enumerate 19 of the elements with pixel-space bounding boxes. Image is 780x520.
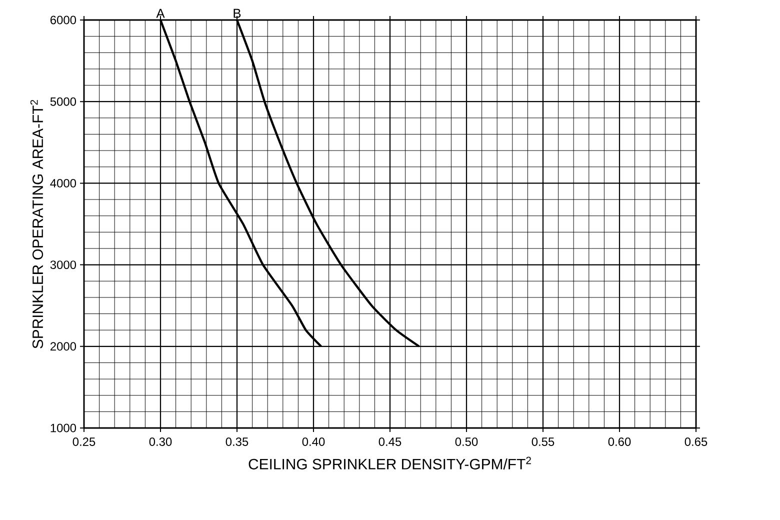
y-tick-label: 4000 — [50, 178, 76, 188]
y-tick-label: 6000 — [50, 16, 76, 24]
annotation: A — [156, 8, 165, 18]
x-tick-label: 0.65 — [684, 438, 708, 446]
x-tick-label: 0.30 — [149, 438, 172, 446]
x-tick-label: 0.50 — [455, 438, 478, 446]
annotation: B — [234, 8, 241, 18]
x-tick-label: 0.55 — [532, 438, 554, 446]
y-tick-label: 2000 — [50, 342, 76, 351]
x-tick-label: 0.35 — [226, 438, 248, 446]
x-tick-label: 0.45 — [378, 438, 402, 446]
y-tick-label: 3000 — [50, 260, 76, 270]
x-axis-title: CEILING SPRINKLER DENSITY-GPM/FT$^{2}$ — [248, 456, 531, 470]
y-axis-title: SPRINKLER OPERATING AREA-FT$^{2}$ — [30, 100, 44, 348]
x-tick-label: 0.60 — [608, 438, 631, 446]
y-tick-label: 5000 — [50, 97, 76, 106]
y-tick-label: 1000 — [50, 424, 76, 432]
x-tick-label: 0.25 — [72, 438, 96, 446]
x-tick-label: 0.40 — [302, 438, 325, 446]
